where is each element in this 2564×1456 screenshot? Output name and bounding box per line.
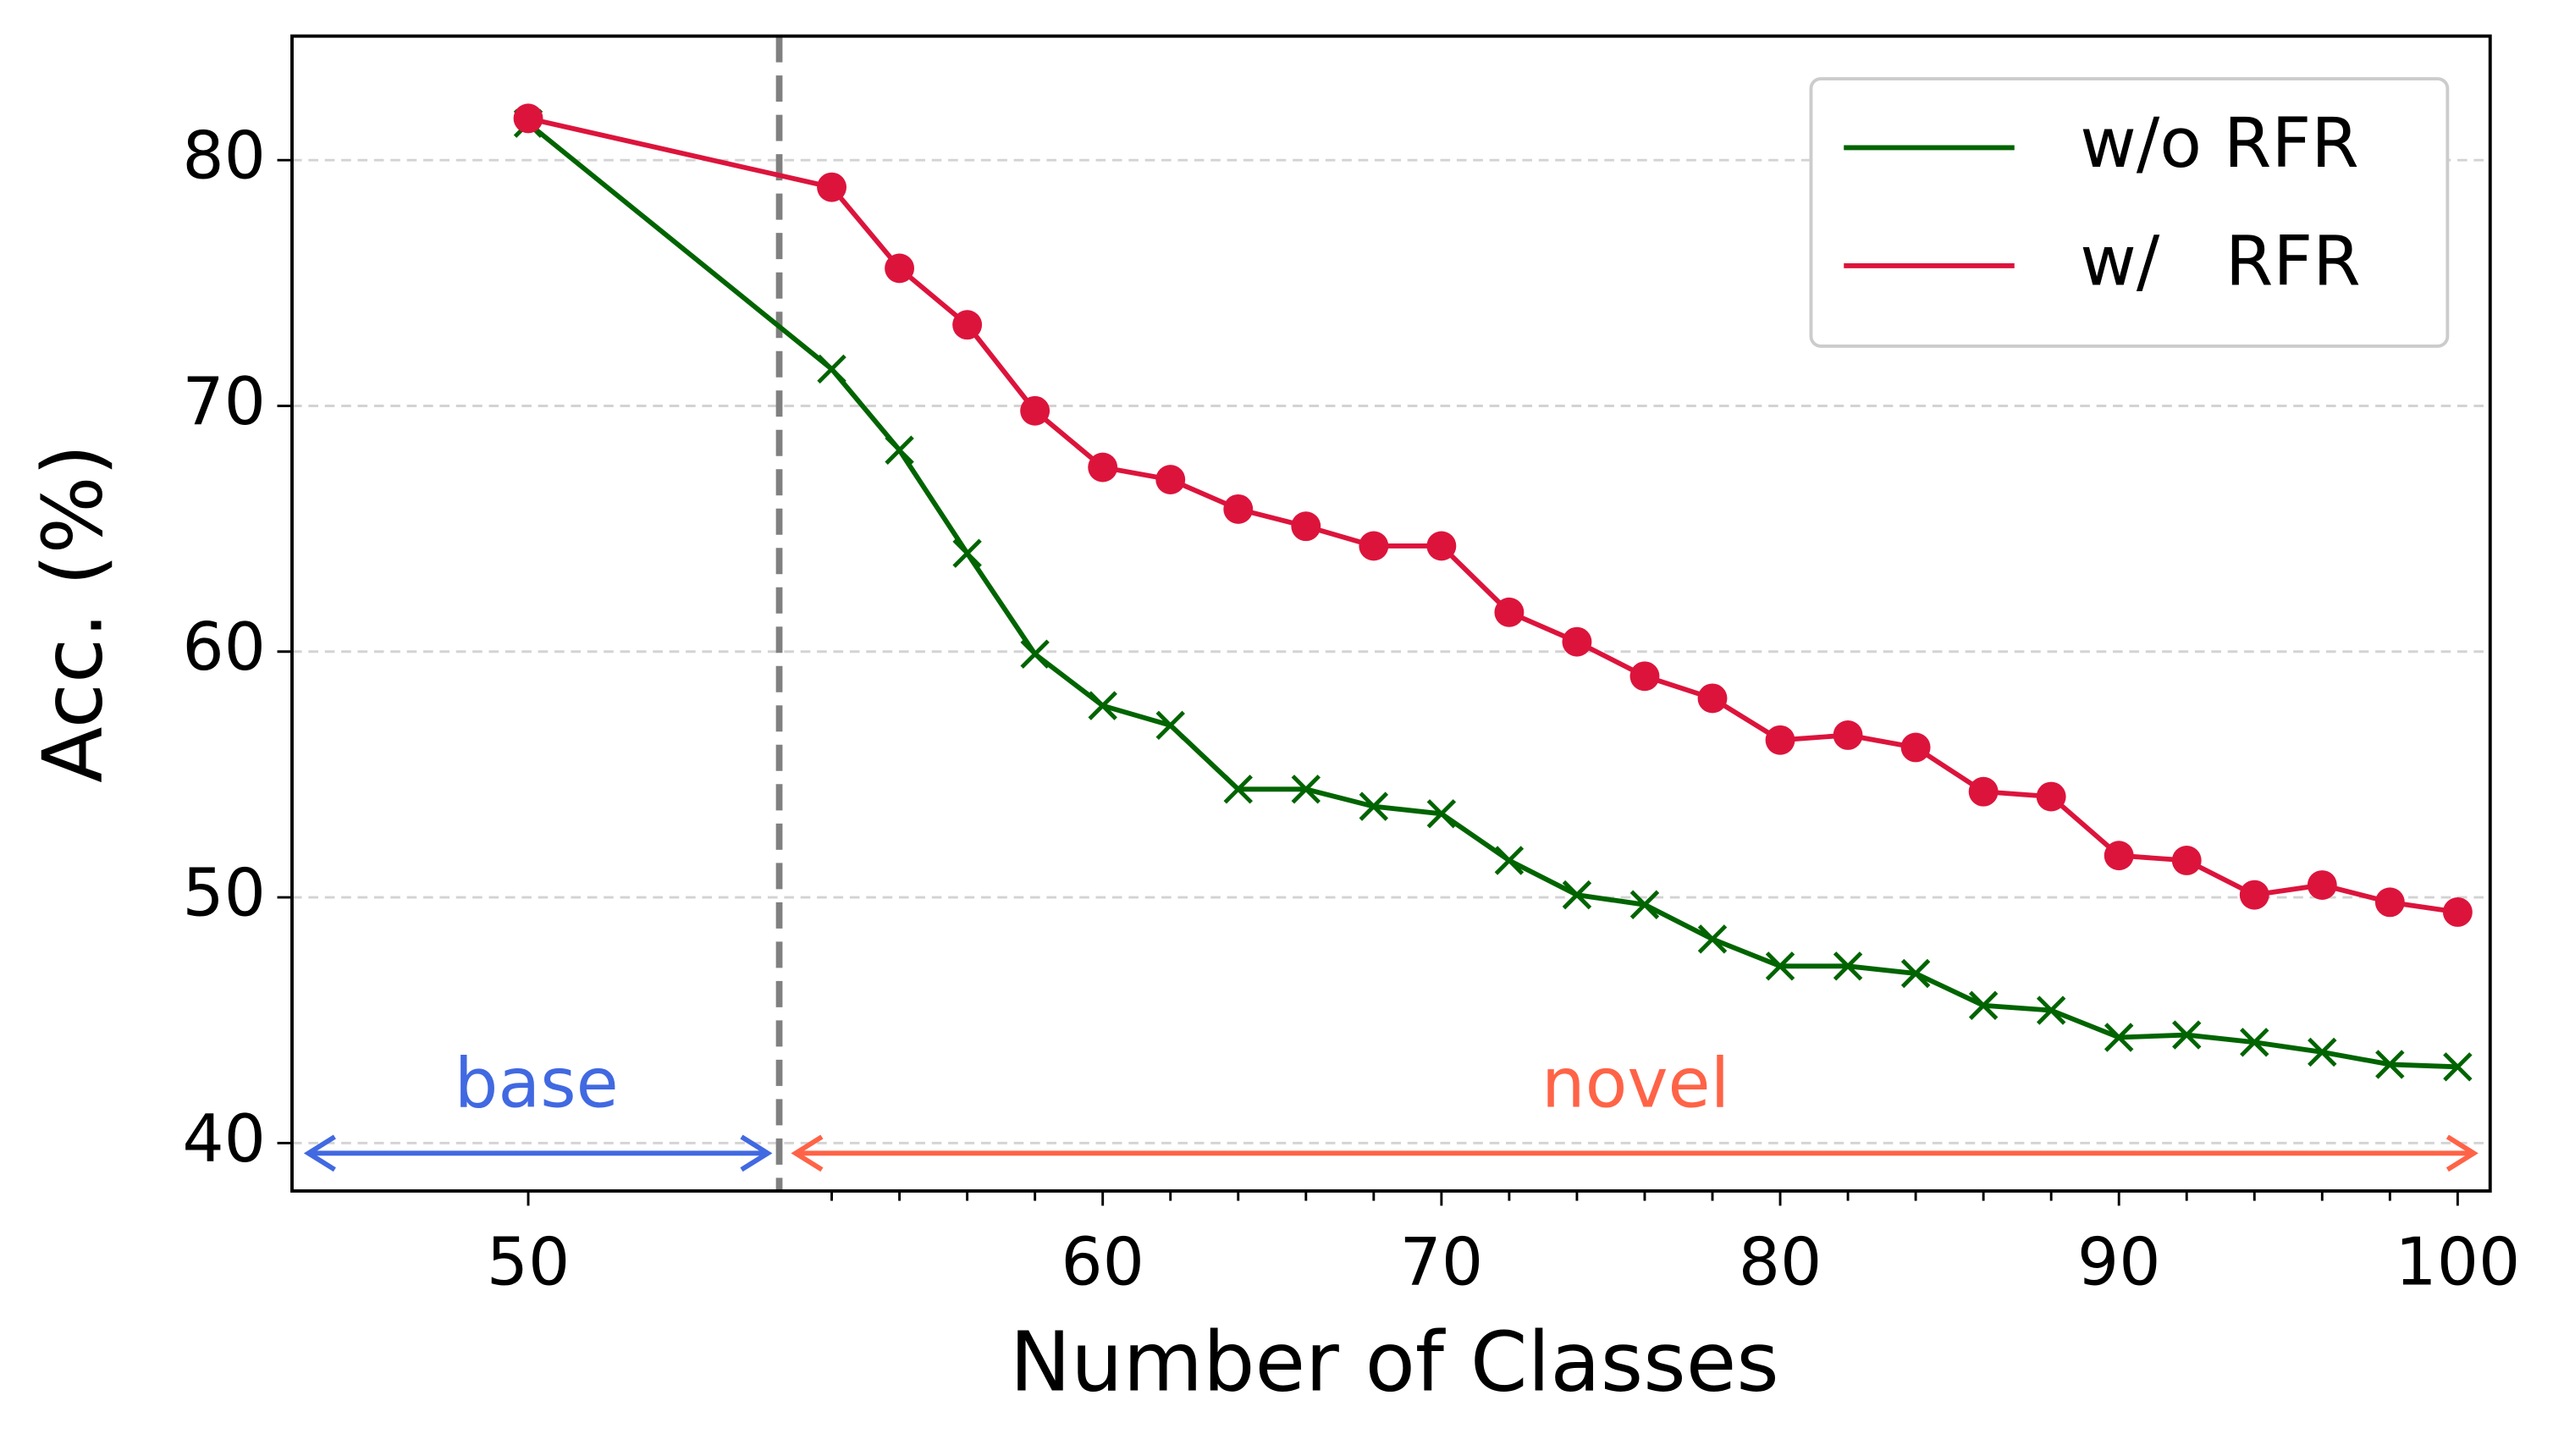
point — [885, 253, 915, 284]
point — [513, 103, 543, 134]
point — [2172, 1020, 2202, 1050]
point — [1155, 710, 1185, 741]
point — [1697, 924, 1728, 954]
point — [1833, 720, 1863, 750]
point — [1426, 531, 1457, 561]
point — [2239, 880, 2269, 910]
point — [817, 172, 846, 202]
point — [2171, 846, 2202, 875]
x-tick-label: 60 — [1061, 1225, 1144, 1301]
point — [1020, 639, 1050, 669]
point — [1359, 531, 1389, 561]
point — [1968, 990, 1999, 1020]
point — [1359, 791, 1389, 821]
point — [2104, 841, 2134, 871]
point — [2375, 1050, 2405, 1079]
point — [1088, 691, 1117, 720]
point — [2036, 995, 2066, 1025]
point — [2443, 1052, 2473, 1082]
point — [1223, 494, 1254, 524]
x-tick-label: 80 — [1739, 1225, 1822, 1301]
x-tick-label: 90 — [2077, 1225, 2161, 1301]
point — [1629, 661, 1660, 692]
point — [2442, 897, 2473, 927]
y-tick-label: 40 — [182, 1101, 266, 1177]
point — [1697, 683, 1728, 714]
point — [1833, 951, 1863, 981]
point — [952, 310, 983, 340]
point — [1765, 951, 1795, 981]
point — [1629, 890, 1660, 919]
point — [1494, 597, 1525, 627]
plot-frame — [290, 34, 2492, 1193]
y-axis-label: Acc. (%) — [25, 444, 120, 783]
point — [1426, 799, 1457, 829]
point — [817, 354, 846, 384]
point — [1155, 465, 1186, 495]
point — [1223, 775, 1253, 804]
point — [1968, 776, 1999, 807]
point — [1291, 511, 1321, 542]
point — [2308, 1037, 2337, 1067]
y-tick-label: 80 — [182, 119, 266, 195]
arrow-head — [2445, 1134, 2479, 1172]
annotation: base — [455, 1043, 619, 1123]
point — [2036, 781, 2066, 812]
point — [1494, 846, 1525, 875]
point — [885, 435, 914, 465]
y-tick-label: 60 — [182, 609, 266, 686]
point — [2307, 870, 2337, 900]
point — [952, 538, 982, 568]
annotation: novel — [1541, 1043, 1729, 1123]
point — [2240, 1028, 2269, 1057]
x-tick-label: 70 — [1400, 1225, 1484, 1301]
legend-label: w/o RFR — [2080, 103, 2359, 184]
point — [1900, 958, 1931, 989]
arrow-head — [791, 1134, 824, 1172]
legend-label: w/ RFR — [2080, 221, 2360, 301]
point — [1088, 452, 1118, 483]
x-tick-label: 50 — [487, 1225, 571, 1301]
point — [1562, 626, 1592, 657]
point — [1020, 395, 1050, 426]
arrow-head — [303, 1134, 336, 1172]
x-tick-label: 100 — [2395, 1225, 2520, 1301]
point — [1291, 775, 1321, 804]
point — [1765, 725, 1795, 755]
y-tick-label: 70 — [182, 364, 266, 440]
arrow-head — [740, 1134, 773, 1172]
point — [2104, 1023, 2134, 1052]
x-axis-label: Number of Classes — [1010, 1315, 1779, 1410]
point — [1900, 732, 1931, 763]
point — [1562, 880, 1592, 910]
point — [2374, 887, 2405, 918]
y-tick-label: 50 — [182, 856, 266, 932]
